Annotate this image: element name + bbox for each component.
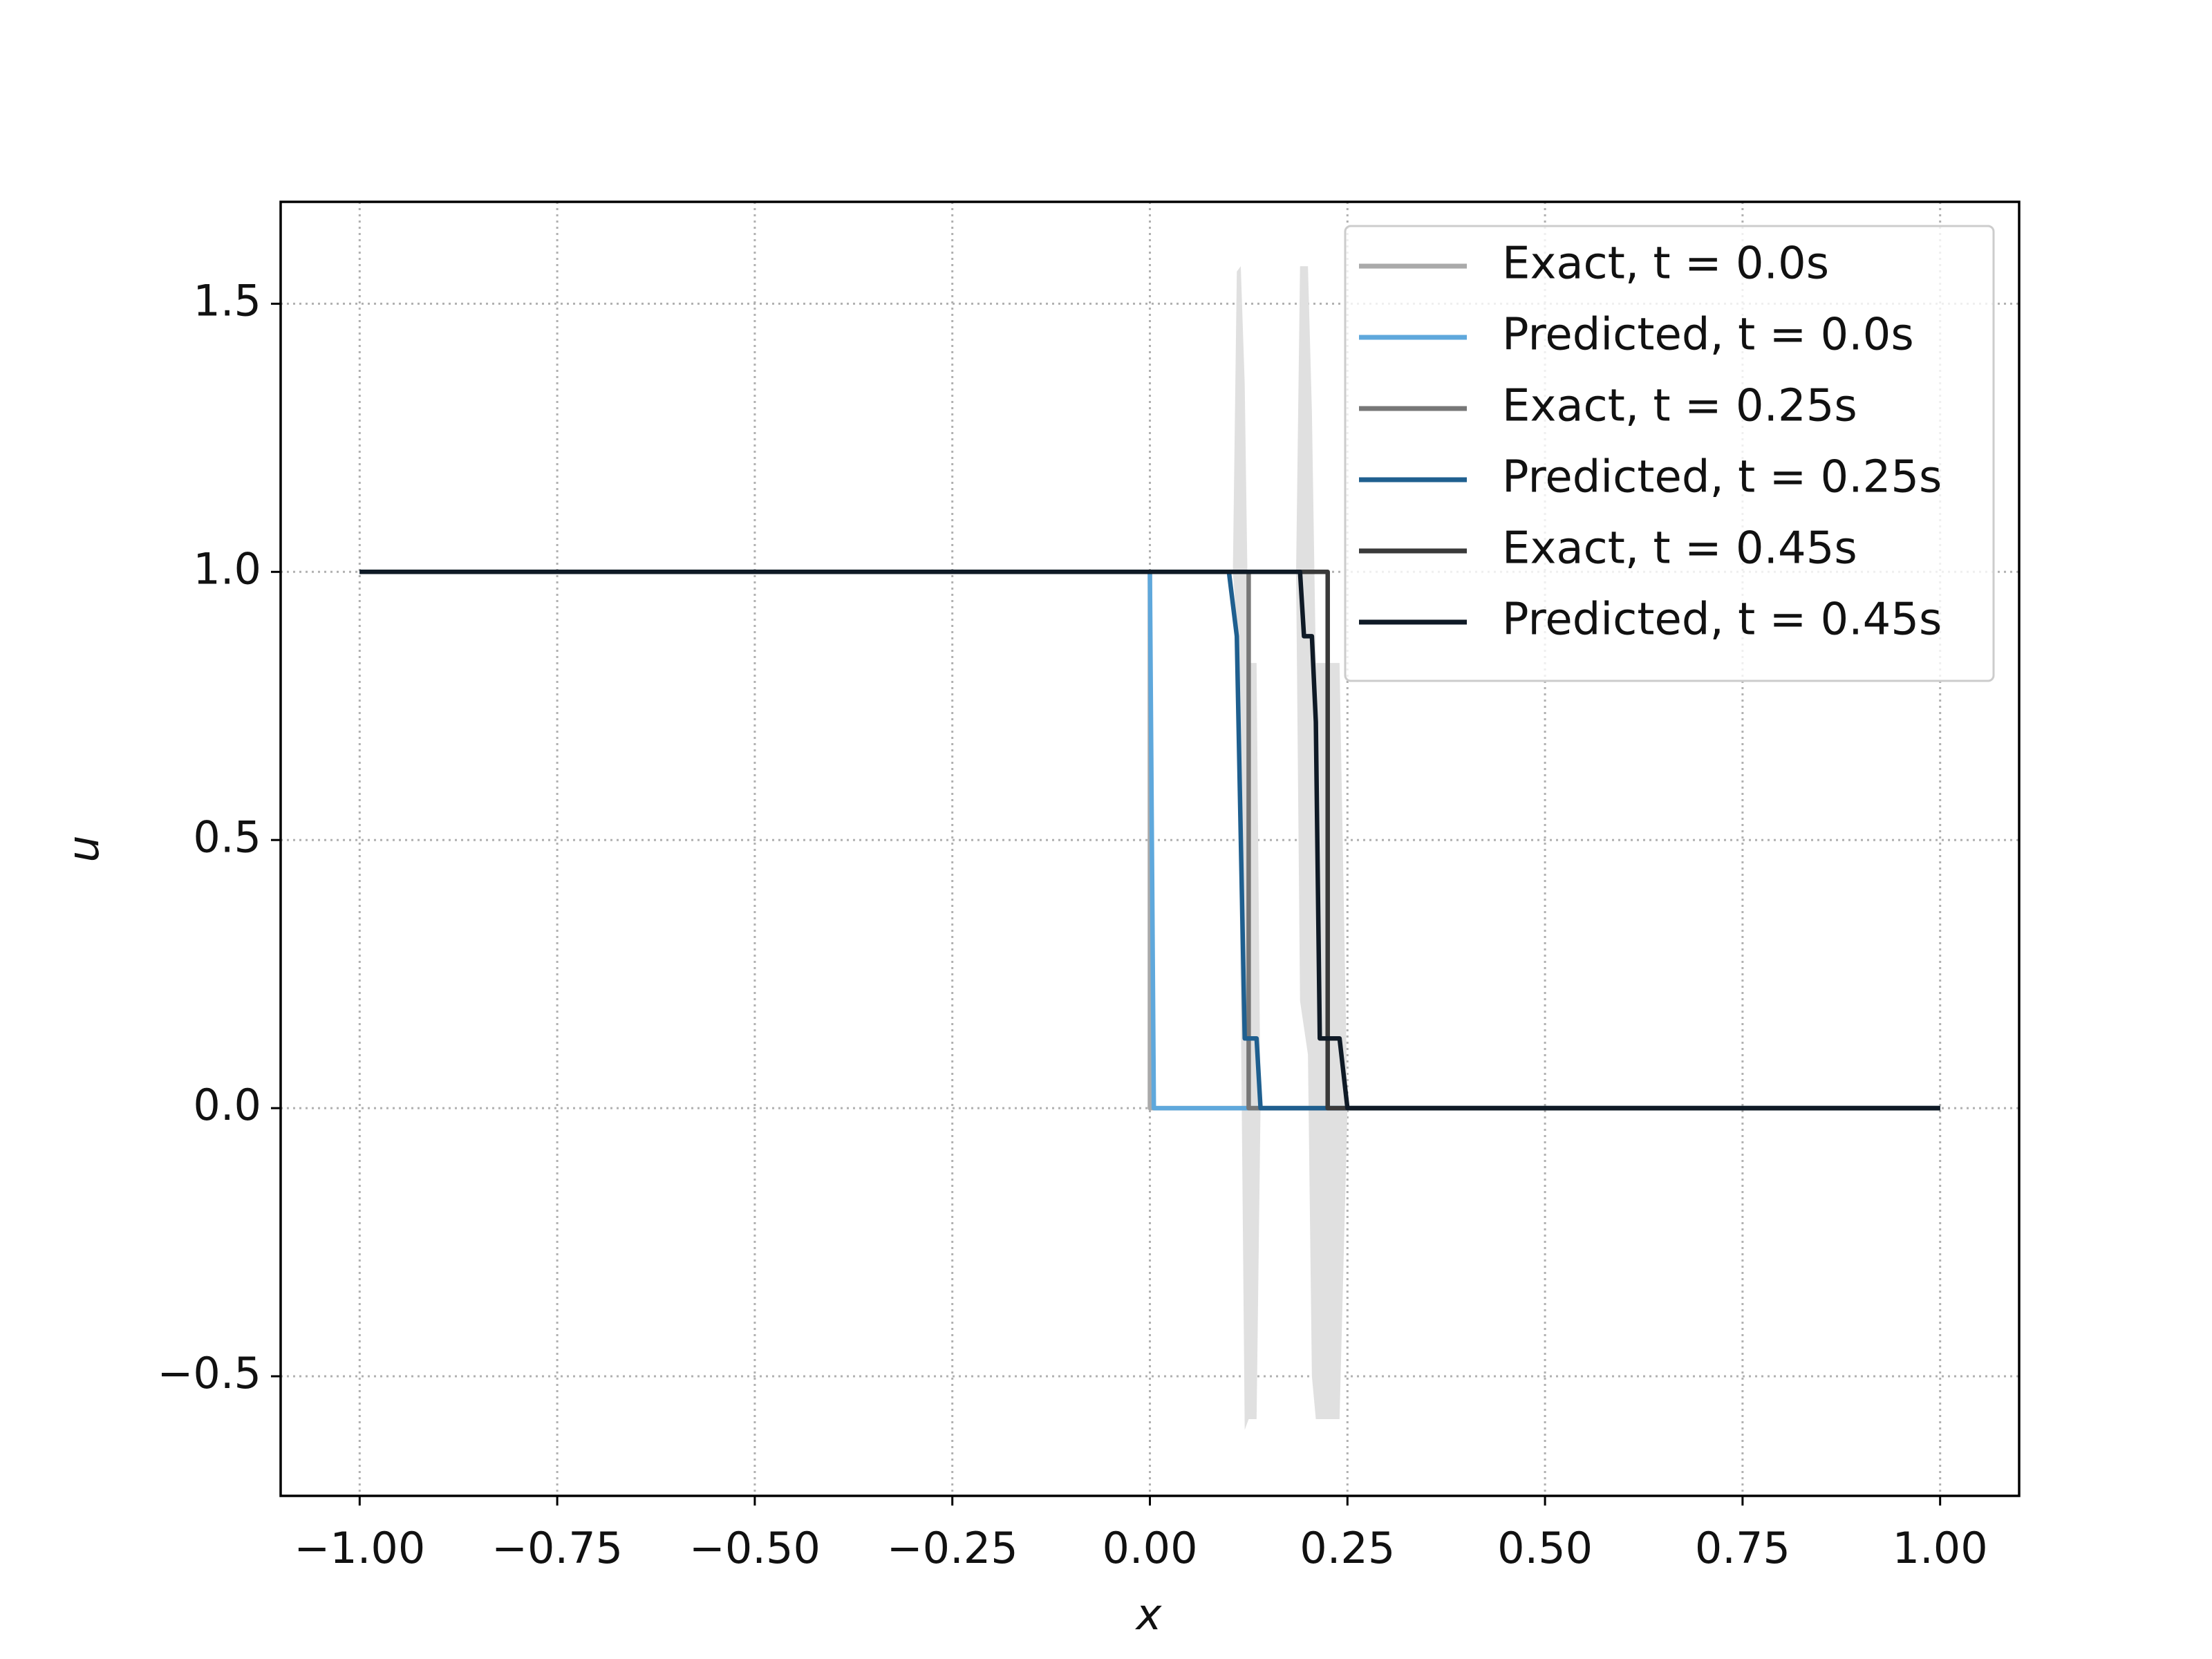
legend-label: Predicted, t = 0.25s <box>1502 452 1942 503</box>
legend: Exact, t = 0.0s Predicted, t = 0.0s Exact,… <box>1344 225 1995 682</box>
uncertainty-band <box>1295 266 1348 1420</box>
x-tick-label: 1.00 <box>1893 1523 1988 1573</box>
x-tick-label: −0.25 <box>887 1523 1018 1573</box>
y-axis-label: u <box>58 835 109 862</box>
x-tick-label: −0.50 <box>689 1523 821 1573</box>
legend-label: Predicted, t = 0.45s <box>1502 594 1942 646</box>
y-tick-label: 1.5 <box>193 275 261 326</box>
x-tick-label: −0.75 <box>491 1523 623 1573</box>
legend-label: Predicted, t = 0.0s <box>1502 310 1914 361</box>
plot-frame <box>279 200 2021 1497</box>
legend-label: Exact, t = 0.0s <box>1502 238 1829 290</box>
x-tick-label: 0.25 <box>1300 1523 1395 1573</box>
legend-label: Exact, t = 0.25s <box>1502 381 1857 432</box>
x-axis-label: x <box>1135 1589 1163 1640</box>
x-tick-label: −1.00 <box>294 1523 425 1573</box>
y-tick-label: 0.0 <box>193 1080 261 1130</box>
legend-box <box>1344 225 1995 682</box>
x-tick-label: 0.75 <box>1695 1523 1790 1573</box>
legend-label: Exact, t = 0.45s <box>1502 523 1857 574</box>
y-tick-label: −0.5 <box>157 1348 261 1398</box>
x-tick-label: 0.00 <box>1102 1523 1197 1573</box>
y-tick-label: 1.0 <box>193 543 261 594</box>
x-tick-label: 0.50 <box>1497 1523 1593 1573</box>
y-tick-label: 0.5 <box>193 812 261 862</box>
series-line <box>359 570 1940 1111</box>
